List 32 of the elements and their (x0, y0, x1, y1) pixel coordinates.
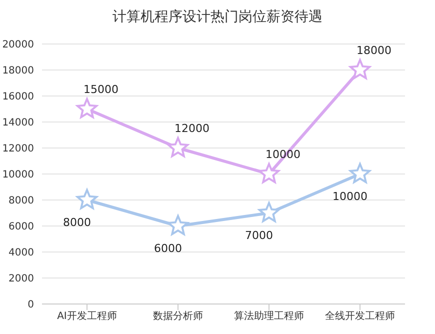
y-tick-label: 12000 (2, 144, 34, 155)
data-label: 8000 (63, 216, 91, 229)
y-tick-label: 16000 (2, 92, 34, 103)
data-label: 12000 (174, 122, 210, 135)
point (349, 163, 371, 184)
y-tick-label: 20000 (2, 40, 34, 51)
x-tick-label: 算法助理工程师 (234, 310, 304, 322)
data-label: 10000 (332, 190, 368, 203)
y-tick-label: 6000 (8, 222, 34, 233)
chart-title: 计算机程序设计热门岗位薪资待遇 (112, 8, 324, 26)
point (167, 137, 189, 158)
point (167, 215, 189, 236)
point (258, 163, 280, 184)
point (76, 189, 98, 210)
x-tick-label: 全线开发工程师 (325, 310, 395, 322)
y-tick-label: 0 (28, 300, 34, 311)
data-label: 18000 (356, 44, 392, 57)
y-tick-label: 18000 (2, 66, 34, 77)
point (349, 59, 371, 80)
point (76, 98, 98, 118)
data-label: 15000 (84, 83, 118, 96)
data-label: 6000 (154, 242, 182, 255)
data-label: 10000 (266, 148, 300, 161)
data-label: 7000 (245, 229, 273, 242)
y-tick-label: 14000 (2, 118, 34, 129)
point (258, 202, 280, 222)
y-tick-label: 8000 (8, 196, 34, 207)
y-tick-label: 4000 (8, 248, 34, 259)
x-tick-label: 数据分析师 (153, 310, 203, 322)
y-tick-label: 2000 (8, 274, 34, 285)
x-tick-label: AI开发工程师 (57, 311, 117, 322)
y-tick-label: 10000 (2, 170, 34, 181)
